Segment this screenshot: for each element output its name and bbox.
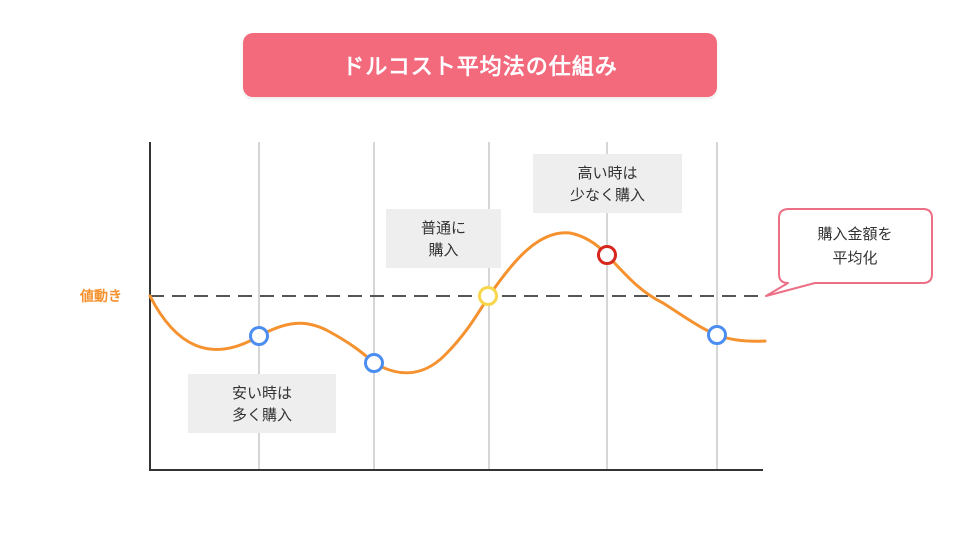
- callout-line1: 購入金額を: [817, 225, 893, 243]
- high-annotation: 高い時は 少なく購入: [533, 154, 682, 213]
- cheap-point-2: [364, 353, 384, 373]
- high-annotation-line2: 少なく購入: [569, 185, 645, 204]
- normal-annotation-line2: 購入: [428, 240, 459, 259]
- callout-line2: 平均化: [832, 249, 878, 267]
- high-annotation-line1: 高い時は: [577, 163, 638, 182]
- normal-point: [478, 286, 498, 306]
- cheap-annotation: 安い時は 多く購入: [188, 374, 336, 433]
- normal-annotation-line1: 普通に: [420, 218, 466, 237]
- callout-text: 購入金額を 平均化: [779, 210, 931, 282]
- y-axis-label: 値動き: [80, 289, 122, 305]
- normal-annotation: 普通に 購入: [386, 209, 501, 268]
- cheap-annotation-line1: 安い時は: [231, 383, 292, 402]
- title-banner: ドルコスト平均法の仕組み: [243, 33, 717, 97]
- cheap-point-1: [249, 326, 269, 346]
- price-curve: [148, 231, 767, 375]
- high-point: [597, 245, 617, 265]
- title: ドルコスト平均法の仕組み: [342, 55, 618, 80]
- cheap-annotation-line2: 多く購入: [231, 405, 292, 424]
- callout-bubble: [765, 208, 933, 297]
- cheap-point-3: [707, 325, 727, 345]
